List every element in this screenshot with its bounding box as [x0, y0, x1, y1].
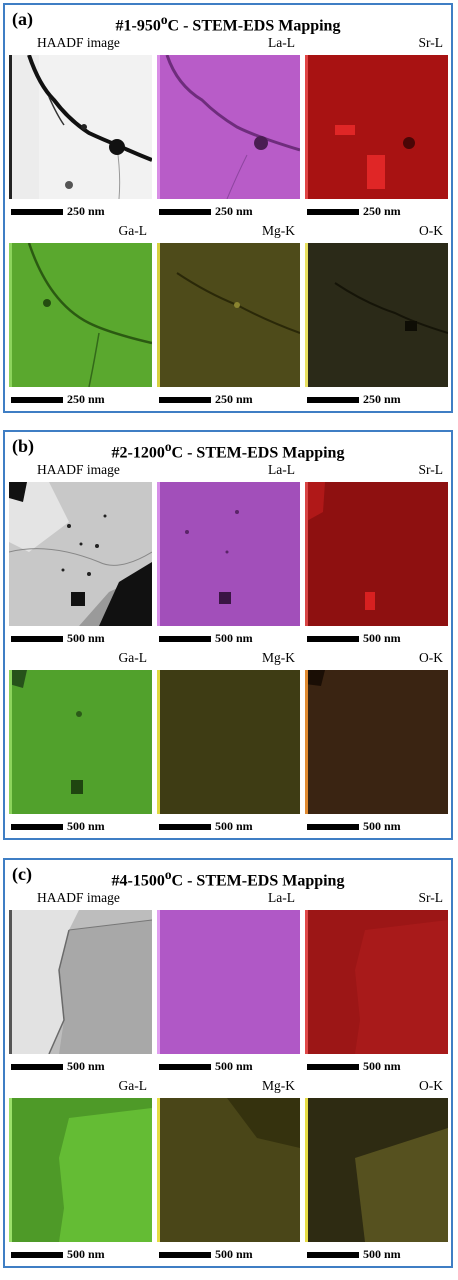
- map-label: La-L: [268, 462, 295, 477]
- panel-label: (a): [12, 9, 33, 29]
- haadf-image: [9, 910, 152, 1054]
- tile-la-l: La-L 500 nm: [157, 462, 303, 647]
- ga-l-map: [9, 243, 152, 387]
- scale-label: 250 nm: [215, 204, 253, 218]
- scale-label: 500 nm: [67, 1247, 105, 1261]
- scale-label: 250 nm: [67, 392, 105, 406]
- map-label: Ga-L: [118, 1078, 147, 1093]
- map-label: HAADF image: [37, 462, 120, 477]
- tile-o-k: O-K 250 nm: [305, 223, 451, 408]
- panel-title: #2-1200oC - STEM-EDS Mapping: [111, 439, 345, 462]
- tile-sr-l: Sr-L 500 nm: [305, 890, 451, 1075]
- map-label: La-L: [268, 35, 295, 50]
- map-label: Ga-L: [118, 650, 147, 665]
- o-k-map: [305, 243, 448, 387]
- tile-o-k: O-K 500 nm: [305, 650, 451, 835]
- panel-label: (c): [12, 864, 32, 884]
- map-label: La-L: [268, 890, 295, 905]
- tile-ga-l: Ga-L 500 nm: [9, 650, 155, 835]
- scale-label: 500 nm: [363, 819, 401, 833]
- panel-b: (b) #2-1200oC - STEM-EDS Mapping HAADF i…: [3, 430, 453, 840]
- panel-title: #1-950oC - STEM-EDS Mapping: [115, 12, 341, 35]
- tile-la-l: La-L 250 nm: [157, 35, 303, 220]
- tile-sr-l: Sr-L 250 nm: [305, 35, 451, 220]
- scale-label: 500 nm: [67, 819, 105, 833]
- scale-label: 500 nm: [363, 1059, 401, 1073]
- la-l-map: [157, 910, 300, 1054]
- sr-l-map: [305, 910, 448, 1054]
- sr-l-map: [305, 55, 448, 199]
- map-label: Sr-L: [418, 35, 443, 50]
- tile-o-k: O-K 500 nm: [305, 1078, 451, 1263]
- scale-label: 500 nm: [67, 631, 105, 645]
- scale-label: 250 nm: [363, 204, 401, 218]
- map-label: Mg-K: [262, 1078, 295, 1093]
- map-label: Mg-K: [262, 650, 295, 665]
- map-label: HAADF image: [37, 35, 120, 50]
- scale-label: 250 nm: [67, 204, 105, 218]
- mg-k-map: [157, 1098, 300, 1242]
- o-k-map: [305, 670, 448, 814]
- haadf-image: [9, 482, 152, 626]
- tile-la-l: La-L 500 nm: [157, 890, 303, 1075]
- map-label: O-K: [419, 1078, 443, 1093]
- map-label: O-K: [419, 650, 443, 665]
- panel-c: (c) #4-1500oC - STEM-EDS Mapping HAADF i…: [3, 858, 453, 1268]
- tile-haadf: HAADF image 500 nm: [9, 890, 155, 1075]
- scale-label: 500 nm: [215, 1059, 253, 1073]
- tile-haadf: HAADF image 500 nm: [9, 462, 155, 647]
- scale-label: 500 nm: [215, 1247, 253, 1261]
- o-k-map: [305, 1098, 448, 1242]
- panel-label: (b): [12, 436, 34, 456]
- tile-haadf: HAADF image 250 nm: [9, 35, 155, 220]
- scale-label: 500 nm: [67, 1059, 105, 1073]
- tile-sr-l: Sr-L 500 nm: [305, 462, 451, 647]
- tile-mg-k: Mg-K 500 nm: [157, 1078, 303, 1263]
- scale-label: 500 nm: [363, 1247, 401, 1261]
- tile-mg-k: Mg-K 500 nm: [157, 650, 303, 835]
- scale-label: 500 nm: [215, 819, 253, 833]
- map-label: O-K: [419, 223, 443, 238]
- scale-label: 500 nm: [363, 631, 401, 645]
- map-label: Ga-L: [118, 223, 147, 238]
- tile-mg-k: Mg-K 250 nm: [157, 223, 303, 408]
- map-label: Mg-K: [262, 223, 295, 238]
- ga-l-map: [9, 670, 152, 814]
- panel-title: #4-1500oC - STEM-EDS Mapping: [111, 867, 345, 890]
- tile-ga-l: Ga-L 250 nm: [9, 223, 155, 408]
- map-label: HAADF image: [37, 890, 120, 905]
- map-label: Sr-L: [418, 462, 443, 477]
- scale-label: 250 nm: [363, 392, 401, 406]
- ga-l-map: [9, 1098, 152, 1242]
- scale-label: 500 nm: [215, 631, 253, 645]
- sr-l-map: [305, 482, 448, 626]
- haadf-image: [9, 55, 152, 199]
- map-label: Sr-L: [418, 890, 443, 905]
- la-l-map: [157, 55, 300, 199]
- la-l-map: [157, 482, 300, 626]
- scale-label: 250 nm: [215, 392, 253, 406]
- tile-ga-l: Ga-L 500 nm: [9, 1078, 155, 1263]
- mg-k-map: [157, 670, 300, 814]
- panel-a: (a) #1-950oC - STEM-EDS Mapping HAADF im…: [3, 3, 453, 413]
- mg-k-map: [157, 243, 300, 387]
